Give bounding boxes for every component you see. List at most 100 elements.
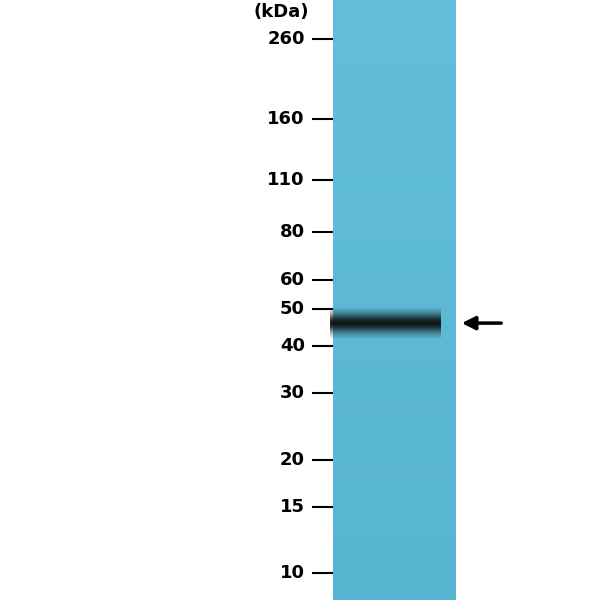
Text: 40: 40 bbox=[280, 337, 305, 355]
Bar bbox=[333, 204, 456, 205]
Bar bbox=[333, 522, 456, 523]
Bar bbox=[333, 58, 456, 60]
Bar bbox=[333, 363, 456, 365]
Bar bbox=[333, 180, 456, 182]
Bar bbox=[333, 117, 456, 119]
Bar bbox=[333, 367, 456, 369]
Bar bbox=[333, 578, 456, 579]
Bar bbox=[333, 337, 456, 339]
Bar bbox=[333, 50, 456, 51]
Bar bbox=[333, 290, 456, 291]
Bar bbox=[333, 597, 456, 599]
Bar bbox=[333, 294, 456, 296]
Bar bbox=[333, 584, 456, 585]
Bar bbox=[333, 419, 456, 420]
Bar bbox=[333, 565, 456, 567]
Bar bbox=[333, 467, 456, 468]
Bar bbox=[333, 27, 456, 28]
Bar bbox=[333, 389, 456, 390]
Bar bbox=[333, 277, 456, 279]
Bar bbox=[333, 293, 456, 294]
Bar bbox=[333, 534, 456, 536]
Bar bbox=[333, 28, 456, 30]
Bar bbox=[333, 95, 456, 96]
Bar bbox=[333, 61, 456, 63]
Bar bbox=[333, 248, 456, 249]
Bar bbox=[333, 174, 456, 176]
Bar bbox=[333, 387, 456, 389]
Bar bbox=[333, 537, 456, 539]
Bar bbox=[333, 173, 456, 174]
Bar bbox=[333, 265, 456, 267]
Bar bbox=[333, 192, 456, 193]
Bar bbox=[333, 453, 456, 455]
Bar bbox=[333, 541, 456, 543]
Bar bbox=[333, 212, 456, 213]
Bar bbox=[333, 336, 456, 337]
Bar bbox=[333, 523, 456, 525]
Bar bbox=[333, 123, 456, 125]
Bar bbox=[333, 393, 456, 395]
Bar bbox=[333, 384, 456, 386]
Bar bbox=[333, 423, 456, 425]
Bar bbox=[333, 156, 456, 158]
Bar bbox=[333, 462, 456, 464]
Bar bbox=[333, 371, 456, 372]
Bar bbox=[333, 479, 456, 480]
Bar bbox=[333, 285, 456, 287]
Bar bbox=[333, 308, 456, 309]
Bar bbox=[333, 100, 456, 102]
Bar bbox=[333, 339, 456, 341]
Bar bbox=[333, 78, 456, 80]
Bar bbox=[333, 390, 456, 392]
Bar bbox=[333, 549, 456, 551]
Bar bbox=[333, 554, 456, 555]
Bar bbox=[333, 158, 456, 159]
Bar bbox=[333, 446, 456, 447]
Bar bbox=[333, 546, 456, 548]
Bar bbox=[333, 69, 456, 71]
Bar bbox=[333, 498, 456, 499]
Bar bbox=[333, 327, 456, 328]
Bar bbox=[333, 162, 456, 164]
Bar bbox=[333, 30, 456, 31]
Bar bbox=[333, 551, 456, 552]
Bar bbox=[333, 573, 456, 575]
Bar bbox=[333, 366, 456, 367]
Text: 110: 110 bbox=[268, 171, 305, 189]
Bar bbox=[333, 311, 456, 312]
Bar bbox=[333, 395, 456, 396]
Bar bbox=[333, 474, 456, 476]
Bar bbox=[333, 31, 456, 33]
Bar bbox=[333, 72, 456, 73]
Bar bbox=[333, 199, 456, 201]
Bar bbox=[333, 153, 456, 155]
Bar bbox=[333, 140, 456, 141]
Bar bbox=[333, 89, 456, 90]
Bar bbox=[333, 513, 456, 515]
Bar bbox=[333, 302, 456, 303]
Bar bbox=[333, 33, 456, 34]
Bar bbox=[333, 258, 456, 259]
Bar bbox=[333, 146, 456, 147]
Bar bbox=[333, 42, 456, 43]
Bar bbox=[333, 306, 456, 308]
Bar bbox=[333, 85, 456, 87]
Bar bbox=[333, 579, 456, 581]
Bar bbox=[333, 183, 456, 185]
Bar bbox=[333, 531, 456, 533]
Bar bbox=[333, 75, 456, 76]
Bar bbox=[333, 93, 456, 95]
Bar bbox=[333, 369, 456, 371]
Bar bbox=[333, 129, 456, 130]
Bar bbox=[333, 569, 456, 570]
Bar bbox=[333, 209, 456, 210]
Bar bbox=[333, 224, 456, 225]
Bar bbox=[333, 164, 456, 165]
Bar bbox=[333, 137, 456, 138]
Bar bbox=[333, 380, 456, 381]
Bar bbox=[333, 121, 456, 123]
Bar bbox=[333, 251, 456, 252]
Bar bbox=[333, 267, 456, 269]
Bar bbox=[333, 160, 456, 162]
